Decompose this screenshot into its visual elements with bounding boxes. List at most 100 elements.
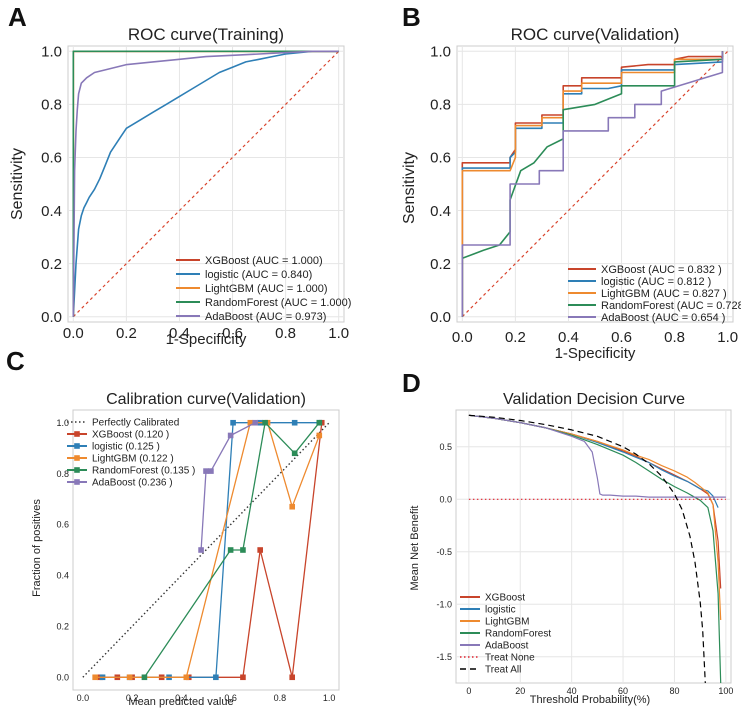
x-tick-label: 1.0	[717, 329, 738, 346]
legend-entry-xgboost: XGBoost (AUC = 1.000)	[205, 255, 323, 267]
legend-marker	[74, 455, 80, 461]
series-point-randomforest	[316, 419, 323, 426]
legend-entry-adaboost: AdaBoost (0.236 )	[92, 478, 173, 489]
series-point-randomforest	[262, 419, 268, 426]
roc-training-ylabel: Sensitivity	[9, 148, 26, 220]
legend-entry-logistic: logistic (AUC = 0.812 )	[601, 276, 711, 288]
series-point-randomforest	[291, 450, 298, 457]
roc-training-chance-line	[72, 50, 340, 318]
x-tick-label: 0.8	[275, 325, 296, 342]
y-tick-label: 1.0	[56, 418, 69, 428]
series-point-lightgbm	[316, 432, 323, 439]
x-tick-label: 0.4	[175, 693, 188, 703]
y-tick-label: 0.0	[439, 494, 452, 504]
legend-entry-randomforest: RandomForest (AUC = 0.728 )	[601, 300, 741, 312]
series-point-adaboost	[203, 468, 209, 474]
y-tick-label: 1.0	[430, 44, 451, 61]
x-tick-label: 0	[466, 686, 471, 696]
x-tick-label: 20	[515, 686, 525, 696]
legend-entry-logistic: logistic (0.125 )	[92, 442, 160, 453]
x-tick-label: 80	[669, 686, 679, 696]
legend-entry-lightgbm: LightGBM (AUC = 1.000)	[205, 283, 328, 295]
x-tick-label: 0.6	[611, 329, 632, 346]
x-tick-label: 0.6	[222, 325, 243, 342]
legend-entry-lightgbm: LightGBM	[485, 617, 529, 628]
panel-label-d: D	[402, 368, 421, 398]
series-point-randomforest	[141, 674, 148, 681]
series-point-adaboost	[252, 419, 259, 426]
legend-entry-lightgbm: LightGBM (0.122 )	[92, 454, 174, 465]
y-tick-label: 0.2	[41, 256, 62, 273]
roc-validation-xlabel: 1-Specificity	[555, 345, 636, 362]
decision-title: Validation Decision Curve	[503, 391, 685, 408]
series-point-lightgbm	[247, 419, 254, 426]
y-tick-label: 0.6	[41, 150, 62, 167]
y-tick-label: 0.2	[430, 256, 451, 273]
series-line-treat-all	[468, 414, 706, 684]
panel-label-b: B	[402, 2, 421, 32]
series-line-logistic	[72, 50, 339, 317]
decision-xlabel: Threshold Probability(%)	[530, 694, 650, 706]
legend-entry-logistic: logistic (AUC = 0.840)	[205, 269, 312, 281]
roc-training-title: ROC curve(Training)	[128, 25, 284, 44]
x-tick-label: 0.8	[274, 693, 287, 703]
roc-training-chart: ROC curve(Training) 1-Specificity Sensit…	[9, 25, 351, 348]
legend-marker	[74, 443, 80, 449]
legend-entry-adaboost: AdaBoost	[485, 641, 529, 652]
roc-validation-title: ROC curve(Validation)	[511, 25, 680, 44]
legend-entry-xgboost: XGBoost (AUC = 0.832 )	[601, 264, 722, 276]
panel-label-a: A	[8, 2, 27, 32]
x-tick-label: 60	[618, 686, 628, 696]
calibration-xlabel: Mean predicted value	[128, 696, 233, 708]
x-tick-label: 0.0	[77, 693, 90, 703]
legend-entry-randomforest: RandomForest	[485, 629, 551, 640]
x-tick-label: 0.0	[63, 325, 84, 342]
roc-validation-chart: ROC curve(Validation) 1-Specificity Sens…	[401, 25, 741, 362]
legend-entry-adaboost: AdaBoost (AUC = 0.654 )	[601, 312, 725, 324]
series-point-lightgbm	[183, 674, 190, 681]
x-tick-label: 40	[567, 686, 577, 696]
series-line-randomforest	[143, 422, 320, 678]
roc-validation-ylabel: Sensitivity	[401, 152, 418, 224]
y-tick-label: -0.5	[436, 547, 452, 557]
y-tick-label: 0.4	[430, 203, 451, 220]
calibration-title: Calibration curve(Validation)	[106, 391, 306, 408]
x-tick-label: 0.0	[452, 329, 473, 346]
legend-entry-randomforest: RandomForest (0.135 )	[92, 466, 195, 477]
legend-entry-xgboost: XGBoost (0.120 )	[92, 430, 169, 441]
series-point-logistic	[213, 674, 219, 681]
series-point-xgboost	[289, 674, 296, 681]
decision-ylabel: Mean Net Benefit	[409, 506, 421, 591]
legend-entry-perfectly-calibrated: Perfectly Calibrated	[92, 418, 179, 429]
legend-marker	[74, 479, 80, 485]
series-point-logistic	[291, 419, 298, 426]
x-tick-label: 1.0	[323, 693, 336, 703]
y-tick-label: 0.6	[56, 520, 69, 530]
y-tick-label: 1.0	[41, 44, 62, 61]
roc-training-xlabel: 1-Specificity	[166, 331, 247, 348]
y-tick-label: -1.5	[436, 652, 452, 662]
y-tick-label: 0.8	[56, 469, 69, 479]
legend-entry-xgboost: XGBoost	[485, 593, 525, 604]
y-tick-label: 0.0	[56, 672, 69, 682]
y-tick-label: 0.6	[430, 150, 451, 167]
series-point-lightgbm	[289, 503, 296, 510]
calibration-chart: Calibration curve(Validation) Mean predi…	[31, 391, 340, 708]
legend-entry-treat-none: Treat None	[485, 653, 535, 664]
series-point-xgboost	[257, 547, 263, 553]
y-tick-label: 0.0	[430, 309, 451, 326]
series-point-logistic	[230, 419, 236, 426]
x-tick-label: 0.4	[169, 325, 190, 342]
legend-marker	[74, 467, 80, 473]
x-tick-label: 0.2	[126, 693, 139, 703]
y-tick-label: 0.8	[430, 97, 451, 114]
y-tick-label: 0.4	[56, 571, 69, 581]
series-line-logistic	[461, 51, 724, 317]
series-line-adaboost	[468, 414, 726, 498]
legend-entry-randomforest: RandomForest (AUC = 1.000)	[205, 297, 351, 309]
series-line-adaboost	[461, 51, 724, 317]
legend-entry-logistic: logistic	[485, 605, 516, 616]
y-tick-label: 0.8	[41, 97, 62, 114]
series-point-lightgbm	[126, 674, 133, 681]
series-point-adaboost	[208, 468, 214, 474]
